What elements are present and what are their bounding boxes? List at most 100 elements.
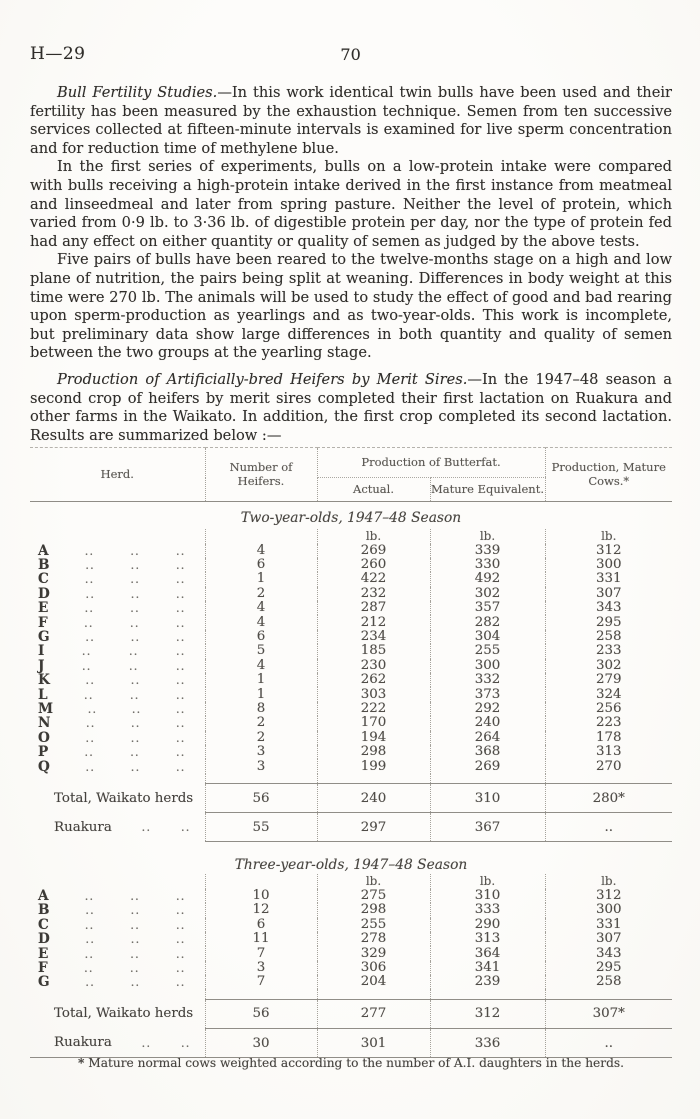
col-header-actual: Actual.	[316, 477, 430, 502]
herd-row: I...... 5 185 255 233	[30, 643, 672, 660]
spacer-row	[30, 773, 672, 784]
leader-dots: ..	[128, 644, 139, 659]
value-cell: 270	[544, 759, 672, 774]
value-cell: 232	[316, 586, 430, 602]
herd-cell: E......	[30, 601, 205, 615]
herd-cell: F......	[30, 614, 205, 631]
herd-letter: F	[38, 614, 48, 631]
value-cell: 11	[204, 931, 317, 947]
value-cell: 230	[316, 658, 430, 674]
leader-dots: ..	[130, 558, 141, 573]
value-cell: 313	[544, 744, 672, 760]
herd-row: K...... 1 262 332 279	[30, 673, 672, 688]
value-cell: 170	[316, 716, 430, 731]
herd-letter: G	[38, 974, 50, 991]
total-label: Ruakura....	[30, 1028, 205, 1057]
leader-dots: ..	[128, 658, 139, 673]
herd-row: E...... 7 329 364 343	[30, 946, 672, 961]
leader-dots: ..	[130, 673, 141, 688]
total-value-cell: ..	[544, 812, 672, 843]
herd-letter: C	[38, 916, 49, 933]
value-cell: 333	[429, 903, 545, 918]
herd-row: F...... 4 212 282 295	[30, 614, 672, 631]
herd-name-cell: G......	[30, 630, 205, 644]
value-cell: 262	[316, 673, 430, 688]
value-cell: 422	[316, 572, 430, 587]
total-value-cell: 367	[429, 812, 545, 843]
herd-cell: L......	[30, 687, 205, 702]
leader-dots: ..	[141, 1035, 152, 1050]
herd-name-cell: F......	[30, 961, 205, 975]
herd-letter: I	[38, 643, 45, 660]
value-cell: 239	[429, 975, 545, 990]
herd-row: L...... 1 303 373 324	[30, 687, 672, 702]
herd-letter: G	[38, 629, 50, 646]
value-cell: 4	[204, 615, 317, 630]
herd-cell: Q......	[30, 759, 205, 774]
herd-cell: P......	[30, 745, 205, 759]
total-row: Total, Waikato herds 56 277 312 307*	[30, 998, 672, 1029]
herd-row: B...... 12 298 333 300	[30, 903, 672, 918]
leader-dots: ..	[83, 615, 94, 630]
leader-dots: ..	[129, 960, 140, 975]
leader-dots: ..	[175, 687, 186, 702]
season-title-row: Three-year-olds, 1947–48 Season	[30, 842, 672, 874]
footnote-text: Mature normal cows weighted according to…	[84, 1056, 625, 1070]
value-cell: 339	[429, 543, 545, 558]
leader-dots: ..	[130, 630, 141, 645]
herd-name-cell: F......	[30, 614, 205, 631]
herd-letter: F	[38, 959, 48, 976]
leader-dots: ..	[175, 975, 186, 990]
value-cell: 275	[316, 888, 430, 904]
herd-name-cell: M......	[30, 702, 205, 716]
herd-row: J...... 4 230 300 302	[30, 657, 672, 674]
leader-dots: ..	[175, 960, 186, 975]
total-value-cell: 307*	[544, 998, 672, 1029]
herd-cell: N......	[30, 716, 205, 730]
leader-dots: ..	[175, 615, 186, 630]
table-header: Herd. Number of Heifers. Production of B…	[30, 447, 672, 502]
herd-cell: C......	[30, 918, 205, 932]
value-cell: 332	[429, 673, 545, 688]
herd-name-cell: K......	[30, 673, 205, 687]
herd-letter: D	[38, 931, 50, 948]
leader-dots: ..	[180, 820, 191, 835]
value-cell: 364	[429, 946, 545, 961]
unit-spacer	[30, 874, 205, 889]
leader-dots: ..	[85, 759, 96, 774]
spacer-cell	[544, 773, 672, 784]
value-cell: 5	[204, 644, 317, 659]
leader-dots: ..	[130, 903, 141, 918]
value-cell: 292	[429, 701, 545, 717]
total-value-cell: 312	[429, 998, 545, 1029]
value-cell: 295	[544, 960, 672, 976]
herd-letter: P	[38, 744, 49, 761]
herd-row: D...... 11 278 313 307	[30, 931, 672, 948]
paragraph-bull-fertility-studies: Bull Fertility Studies.—In this work ide…	[30, 84, 672, 158]
leader-dots: ..	[81, 644, 92, 659]
season-title: Two-year-olds, 1947–48 Season	[30, 502, 672, 529]
value-cell: 357	[429, 601, 545, 616]
value-cell: 258	[544, 629, 672, 645]
herd-name-cell: A......	[30, 889, 205, 903]
herd-row: G...... 7 204 239 258	[30, 974, 672, 991]
value-cell: 258	[544, 975, 672, 990]
unit-spacer	[204, 528, 317, 544]
paragraph-lead-italic: Bull Fertility Studies.	[57, 84, 218, 101]
col-header-mature-equivalent: Mature Equivalent.	[429, 477, 545, 502]
paragraph-first-series: In the first series of experiments, bull…	[30, 158, 672, 251]
value-cell: 330	[429, 557, 545, 573]
unit-label: lb.	[544, 873, 672, 889]
value-cell: 303	[316, 687, 430, 702]
col-header-herd: Herd.	[30, 447, 205, 502]
value-cell: 185	[316, 644, 430, 659]
season-title: Three-year-olds, 1947–48 Season	[30, 842, 672, 874]
leader-dots: ..	[130, 975, 141, 990]
total-value-cell: 240	[316, 783, 430, 813]
total-label-cell: Ruakura....	[30, 1028, 205, 1059]
leader-dots: ..	[85, 730, 96, 745]
herd-letter: J	[38, 657, 45, 674]
leader-dots: ..	[130, 759, 141, 774]
leader-dots: ..	[85, 558, 95, 573]
value-cell: 298	[316, 744, 430, 760]
